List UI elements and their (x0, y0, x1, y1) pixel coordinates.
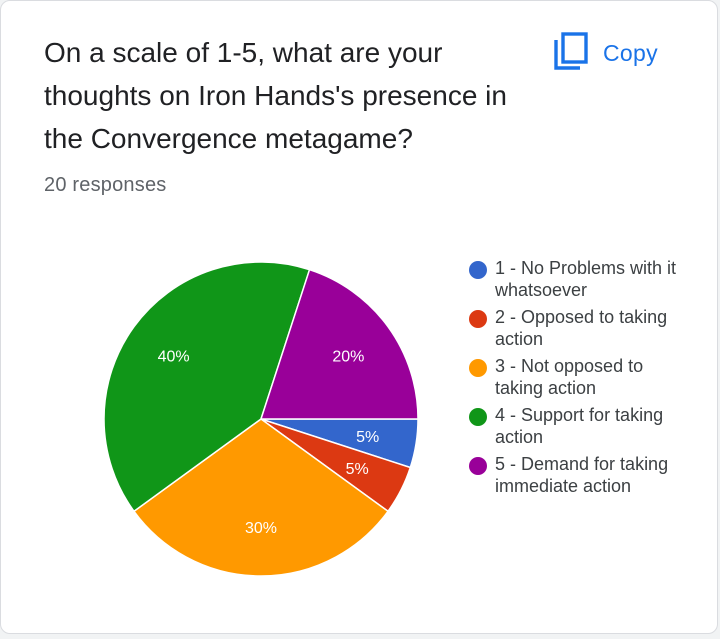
copy-icon (553, 31, 589, 76)
question-title: On a scale of 1-5, what are your thought… (44, 37, 507, 154)
slice-label-2: 5% (346, 461, 369, 478)
slice-label-3: 30% (245, 520, 277, 537)
legend-swatch-5 (469, 457, 487, 475)
pie-slice-3[interactable] (132, 418, 390, 577)
legend-item-3[interactable]: 3 - Not opposed to taking action (469, 355, 709, 399)
slice-label-4: 40% (158, 349, 190, 366)
legend-swatch-4 (469, 408, 487, 426)
chart-legend: 1 - No Problems with it whatsoever 2 - Op… (469, 257, 709, 502)
legend-label-3: 3 - Not opposed to taking action (495, 356, 644, 398)
legend-swatch-3 (469, 359, 487, 377)
legend-label-5: 5 - Demand for taking immediate action (495, 454, 669, 496)
legend-label-2: 2 - Opposed to taking action (495, 307, 668, 349)
legend-item-5[interactable]: 5 - Demand for taking immediate action (469, 453, 709, 497)
legend-item-4[interactable]: 4 - Support for taking action (469, 404, 709, 448)
legend-label-4: 4 - Support for taking action (495, 405, 664, 447)
copy-label: Copy (603, 39, 658, 66)
legend-swatch-1 (469, 261, 487, 279)
pie-slice-4[interactable] (103, 261, 311, 513)
legend-item-2[interactable]: 2 - Opposed to taking action (469, 306, 709, 350)
legend-swatch-2 (469, 310, 487, 328)
slice-label-1: 5% (356, 429, 379, 446)
slice-label-5: 20% (332, 349, 364, 366)
copy-button[interactable]: Copy (553, 31, 658, 75)
pie-slice-5[interactable] (259, 268, 419, 420)
legend-item-1[interactable]: 1 - No Problems with it whatsoever (469, 257, 709, 301)
response-count: 20 responses (44, 174, 167, 196)
legend-label-1: 1 - No Problems with it whatsoever (495, 258, 677, 300)
